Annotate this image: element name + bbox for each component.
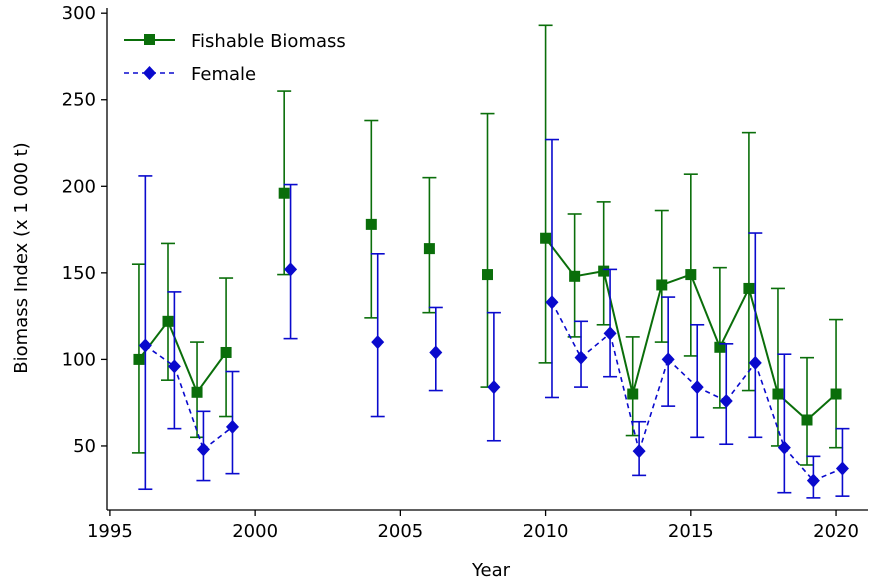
series-1-segment-12 (667, 358, 698, 388)
series-1-point-12 (661, 352, 675, 367)
series-1-segment-14 (725, 362, 756, 402)
y-tick-label-250: 250 (62, 90, 96, 111)
y-tick-label-50: 50 (73, 436, 96, 457)
y-tick-label-100: 100 (62, 349, 96, 370)
series-0-segment-0 (138, 320, 169, 361)
series-1-point-4 (284, 262, 298, 277)
series-1-segment-15 (754, 362, 786, 448)
series-0-point-14 (714, 341, 726, 353)
y-axis-title: Biomass Index (x 1 000 t) (11, 142, 32, 373)
series-1-point-5 (371, 335, 385, 350)
series-1-point-3 (225, 419, 239, 434)
series-0-point-4 (278, 187, 290, 199)
series-0-segment-10 (602, 270, 634, 395)
series-1-segment-1 (173, 366, 205, 450)
x-tick-label-2015: 2015 (668, 521, 714, 542)
series-1 (138, 138, 850, 499)
series-0-point-9 (569, 270, 581, 282)
series-1-point-0 (138, 338, 152, 353)
series-1-segment-11 (638, 359, 669, 452)
series-0-point-16 (772, 388, 784, 400)
series-0-point-0 (133, 353, 145, 365)
series-0-point-5 (365, 218, 377, 230)
series-0-segment-2 (196, 351, 227, 393)
ticks: 1995 2000 2005 2010 2015 2020 50 100 150 200 250 30… (62, 3, 859, 542)
series-1-segment-10 (609, 333, 640, 452)
series-0-point-3 (220, 346, 232, 358)
series-0-point-11 (627, 388, 639, 400)
series-0 (131, 24, 844, 466)
series-0-point-17 (801, 414, 813, 426)
series-1-segment-2 (202, 426, 233, 451)
series-1-segment-8 (551, 301, 582, 359)
series-1-point-6 (429, 345, 443, 360)
series-1-point-15 (748, 355, 762, 370)
legend-female-marker (143, 66, 156, 80)
series-1-segment-16 (783, 447, 814, 482)
series-1-point-17 (806, 473, 820, 488)
series-1-point-9 (574, 350, 588, 365)
legend-fishable-marker (144, 34, 155, 45)
legend: Fishable Biomass Female (124, 31, 346, 85)
series-0-point-2 (191, 386, 203, 398)
series-1-point-13 (690, 380, 704, 395)
series-1-segment-0 (144, 344, 175, 367)
series-0-segment-11 (631, 284, 663, 395)
series-1-point-2 (196, 442, 210, 457)
x-tick-label-2005: 2005 (377, 521, 423, 542)
series-0-segment-13 (689, 274, 721, 348)
axes (106, 8, 868, 511)
series-1-point-1 (167, 359, 181, 374)
series-1-point-11 (632, 444, 646, 459)
x-tick-label-1995: 1995 (87, 521, 133, 542)
series-1-point-8 (545, 295, 559, 310)
series-0-point-10 (598, 265, 610, 277)
series-0-point-6 (423, 243, 435, 255)
y-tick-label-300: 300 (62, 3, 96, 24)
series-1-point-16 (777, 440, 791, 455)
legend-fishable-label: Fishable Biomass (191, 31, 346, 52)
series-0-segment-15 (747, 288, 779, 395)
x-tick-label-2000: 2000 (232, 521, 278, 542)
series-0-segment-1 (167, 320, 198, 393)
x-tick-label-2010: 2010 (523, 521, 569, 542)
series-layer (131, 24, 850, 499)
series-0-segment-14 (718, 287, 750, 348)
legend-female-label: Female (191, 64, 256, 85)
series-1-point-10 (603, 326, 617, 341)
series-0-point-15 (743, 282, 755, 294)
series-0-point-12 (656, 279, 668, 291)
series-0-point-8 (540, 232, 552, 244)
series-0-point-1 (162, 315, 174, 327)
series-0-segment-8 (544, 237, 576, 277)
y-tick-label-150: 150 (62, 263, 96, 284)
x-tick-label-2020: 2020 (813, 521, 859, 542)
series-1-segment-9 (580, 332, 611, 359)
series-1-point-7 (487, 380, 501, 395)
y-tick-label-200: 200 (62, 176, 96, 197)
series-0-point-13 (685, 269, 697, 281)
series-0-point-18 (830, 388, 842, 400)
x-axis-title: Year (471, 560, 511, 581)
series-1-point-14 (719, 393, 733, 408)
series-1-point-18 (835, 461, 849, 476)
series-0-point-7 (482, 269, 493, 281)
